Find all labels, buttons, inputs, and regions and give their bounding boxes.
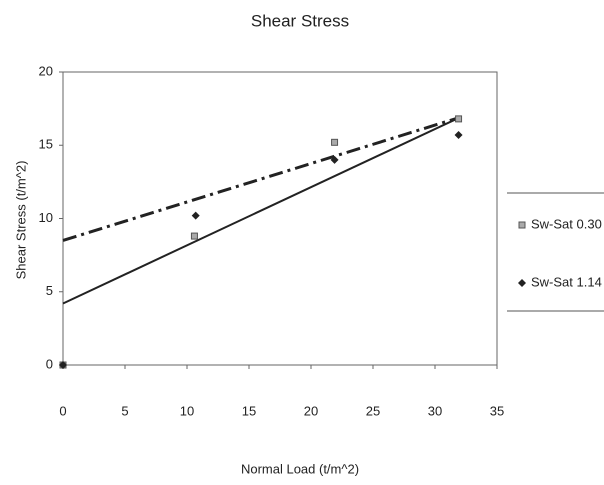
trend-line [63, 117, 460, 240]
trend-line [63, 117, 460, 303]
legend-label: Sw-Sat 1.14 [531, 274, 602, 289]
x-tick-label: 0 [59, 403, 66, 418]
x-tick-label: 10 [180, 403, 194, 418]
x-axis-label: Normal Load (t/m^2) [241, 461, 359, 476]
x-tick-label: 30 [428, 403, 442, 418]
x-tick-label: 15 [242, 403, 256, 418]
x-tick-label: 5 [121, 403, 128, 418]
chart-title: Shear Stress [251, 11, 349, 30]
page: {"chart_data": {"type": "scatter", "titl… [0, 0, 604, 485]
y-tick-label: 20 [39, 63, 53, 78]
legend-marker [519, 222, 525, 228]
y-tick-label: 5 [46, 283, 53, 298]
x-tick-label: 35 [490, 403, 504, 418]
point [455, 131, 463, 139]
x-tick-label: 25 [366, 403, 380, 418]
chart: Shear Stress Normal Load (t/m^2) Shear S… [0, 0, 604, 485]
legend-marker [518, 279, 526, 287]
point [192, 212, 200, 220]
point [332, 139, 338, 145]
point [456, 116, 462, 122]
plot-area [63, 72, 497, 365]
point [191, 233, 197, 239]
x-tick-label: 20 [304, 403, 318, 418]
y-tick-label: 0 [46, 356, 53, 371]
legend-label: Sw-Sat 0.30 [531, 216, 602, 231]
y-tick-label: 15 [39, 137, 53, 152]
y-axis-label: Shear Stress (t/m^2) [13, 161, 28, 280]
y-tick-label: 10 [39, 210, 53, 225]
